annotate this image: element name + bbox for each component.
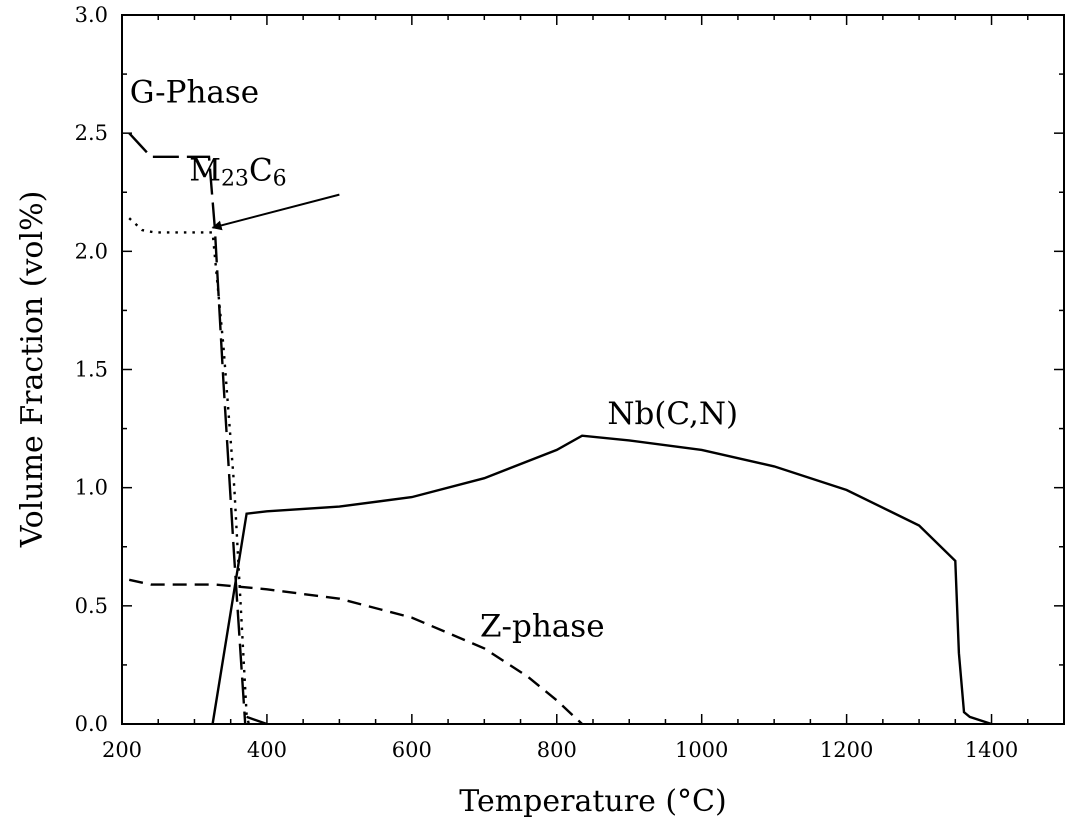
series-line-g-phase [128, 132, 247, 725]
annotation-arrow [211, 193, 340, 231]
y-tick-label: 1.0 [75, 476, 108, 500]
y-tick-label: 2.5 [75, 121, 108, 145]
y-axis-title: Volume Fraction (vol%) [15, 191, 50, 549]
annotation-label: Z-phase [480, 609, 605, 645]
axis-ticks [121, 14, 1065, 725]
series-line-m23c6 [128, 217, 250, 725]
y-tick-label: 1.5 [75, 358, 108, 382]
tick-labels: 200 400 600 800 1000 1200 1400 0.0 0.5 1.0 1.5 2.0 2… [75, 3, 1019, 762]
annotations: G-Phase M23C6 Nb(C,N) Z-phase [130, 74, 738, 644]
x-tick-label: 800 [537, 738, 577, 762]
series-line-nb-c-n- [211, 434, 992, 726]
x-tick-label: 600 [392, 738, 432, 762]
x-tick-label: 400 [247, 738, 287, 762]
y-tick-label: 0.0 [75, 712, 108, 736]
series-line-z-phase [128, 578, 583, 725]
series-line-segment [246, 715, 268, 726]
x-tick-label: 200 [102, 738, 142, 762]
annotation-label: Nb(C,N) [607, 396, 738, 432]
annotation-label: M23C6 [189, 152, 286, 191]
y-tick-label: 0.5 [75, 594, 108, 618]
x-axis-title: Temperature (°C) [459, 784, 726, 819]
y-tick-label: 3.0 [75, 3, 108, 27]
x-tick-label: 1200 [820, 738, 873, 762]
x-tick-label: 1000 [675, 738, 728, 762]
series-group [128, 132, 992, 726]
annotation-label: G-Phase [130, 74, 259, 110]
x-tick-label: 1400 [965, 738, 1018, 762]
y-tick-label: 2.0 [75, 239, 108, 263]
